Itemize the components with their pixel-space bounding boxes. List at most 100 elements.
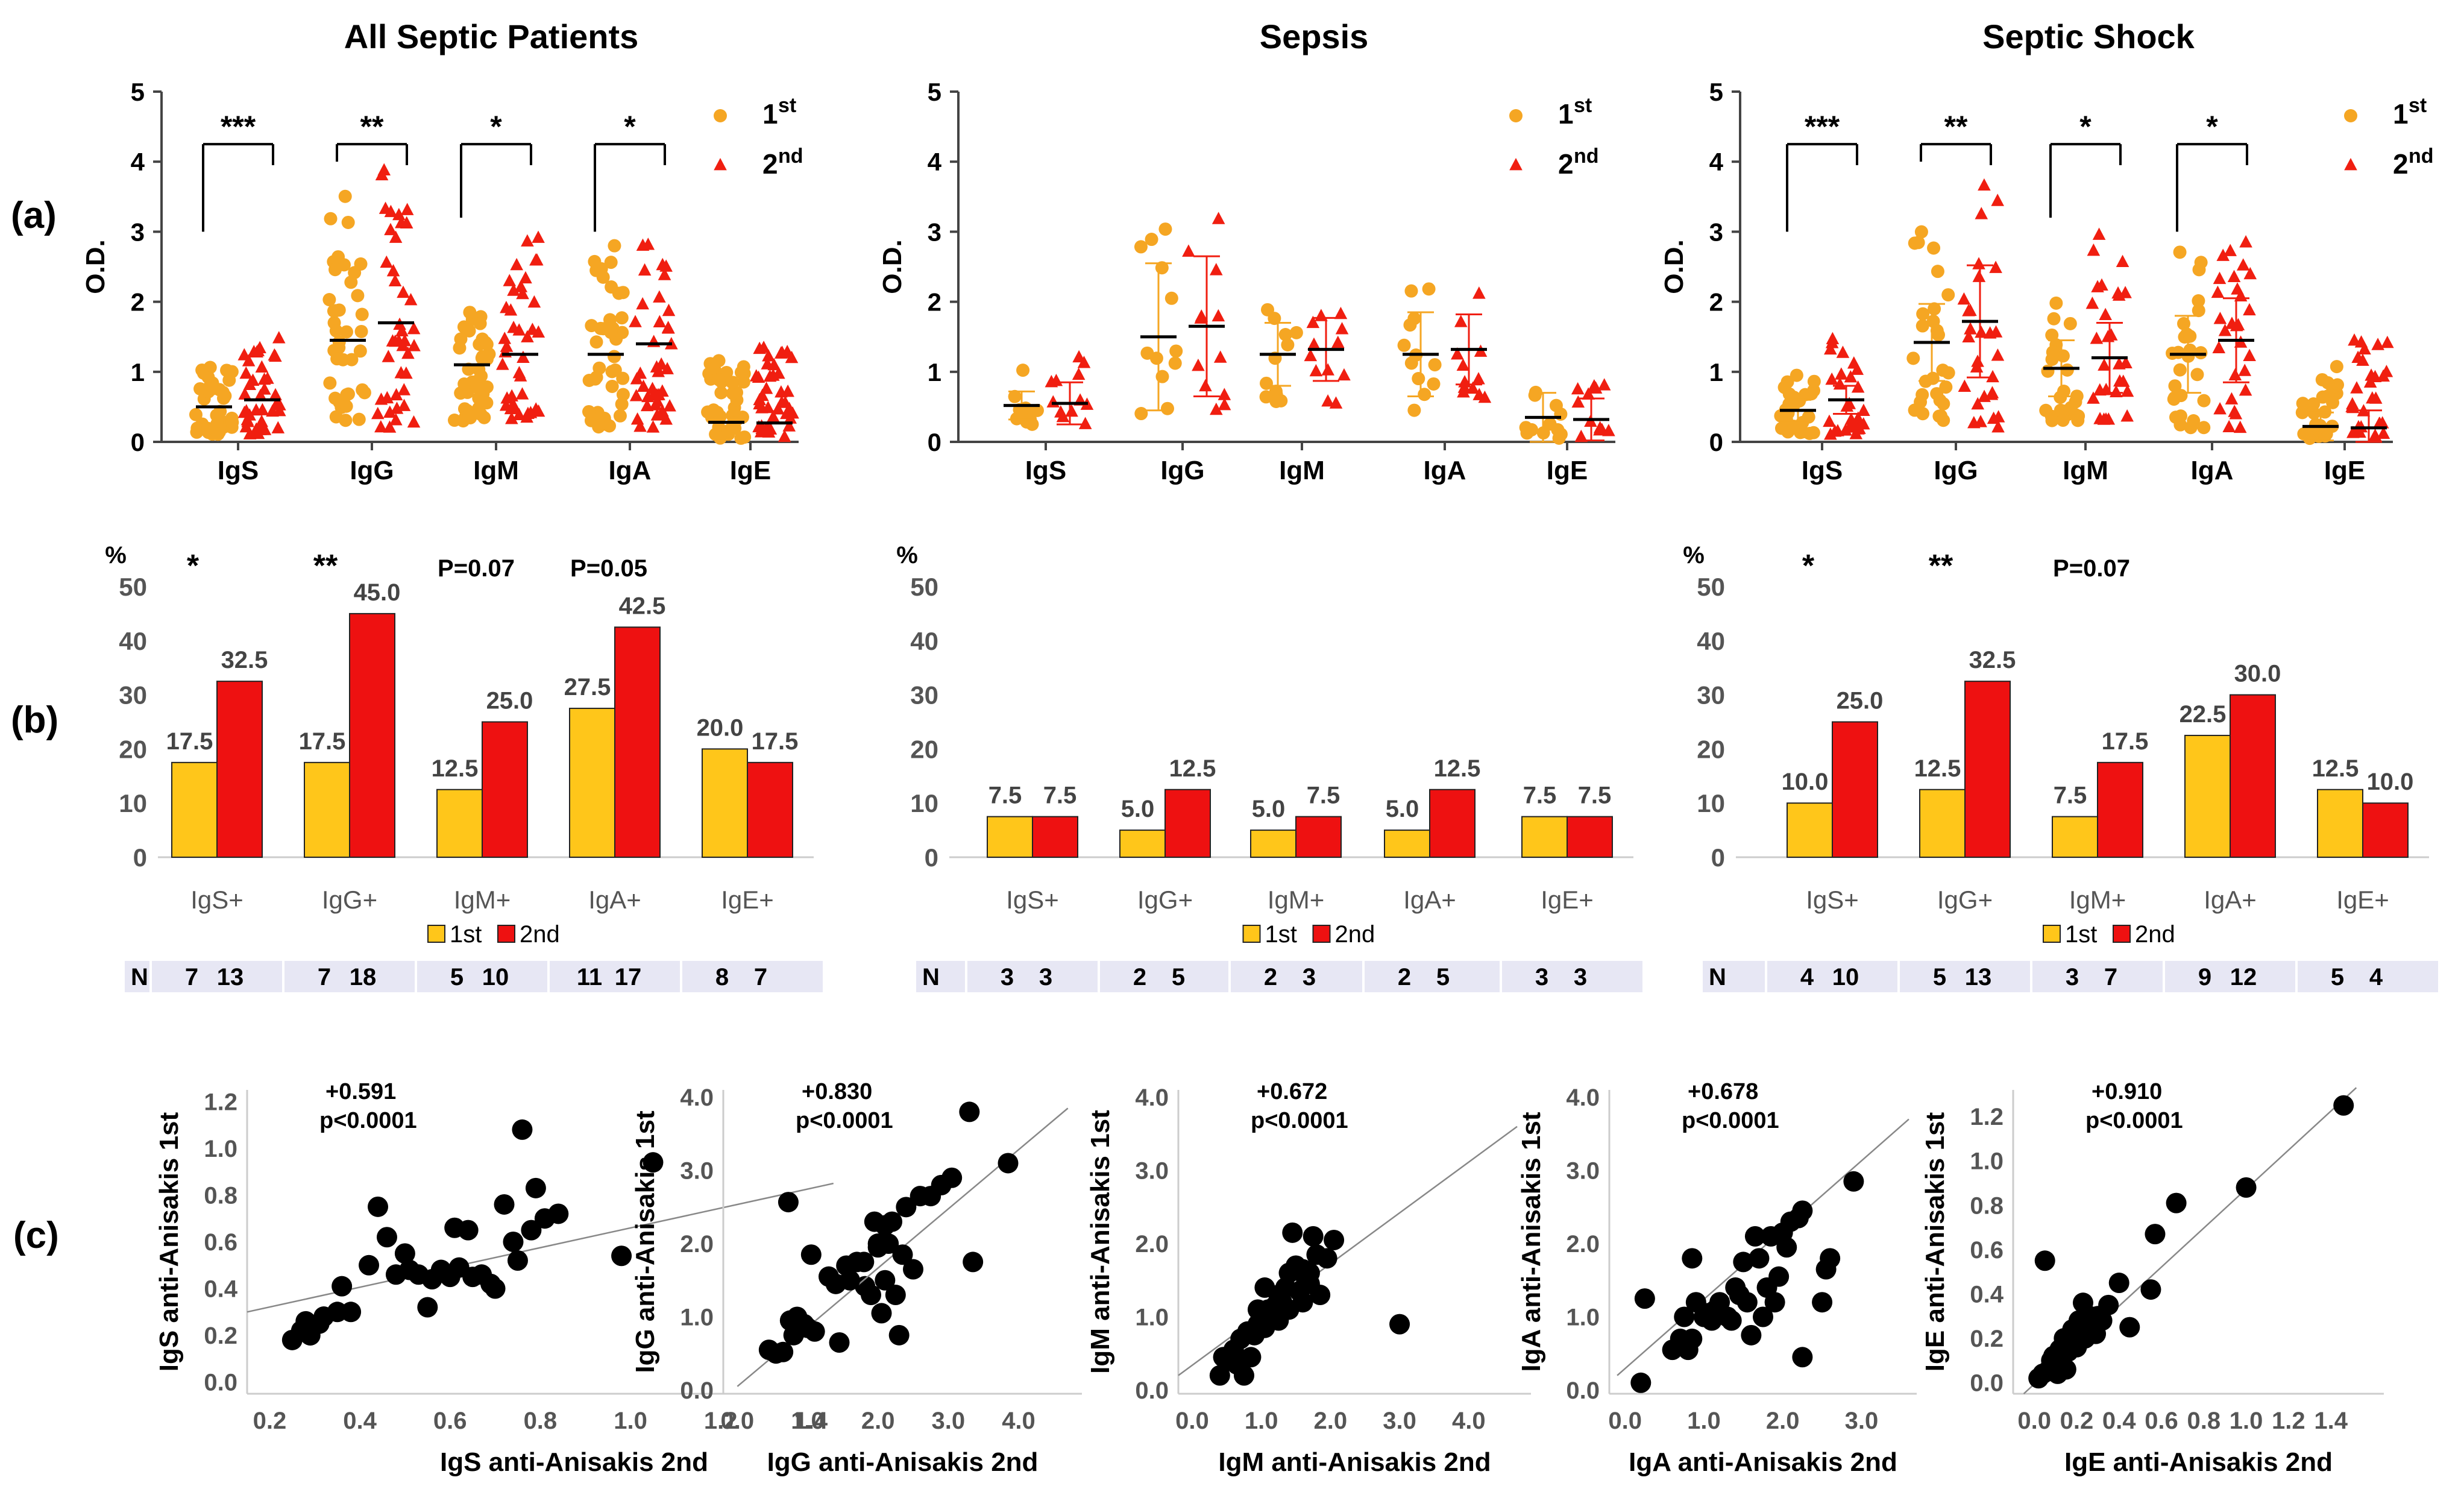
second-point bbox=[2087, 391, 2100, 404]
second-point bbox=[1456, 358, 1470, 371]
y-tick-label: 1.0 bbox=[1970, 1148, 2004, 1175]
y-tick-label: 4.0 bbox=[1135, 1084, 1169, 1111]
second-point bbox=[1991, 194, 2004, 206]
data-point bbox=[1682, 1328, 1703, 1349]
second-point bbox=[1975, 207, 1988, 219]
bar-second bbox=[1832, 721, 1878, 858]
x-axis-label: IgS anti-Anisakis 2nd bbox=[440, 1447, 708, 1477]
bar-second bbox=[2097, 761, 2143, 858]
first-point bbox=[2056, 414, 2070, 427]
data-point bbox=[1324, 1229, 1345, 1250]
bar-value-label: 5.0 bbox=[1386, 796, 1419, 822]
first-point bbox=[2326, 395, 2340, 409]
second-point bbox=[500, 300, 513, 313]
first-point bbox=[1403, 318, 1417, 332]
y-tick-label: 5 bbox=[1709, 78, 1723, 106]
second-point bbox=[521, 330, 534, 342]
n-value-first: 9 bbox=[2198, 964, 2211, 990]
first-point bbox=[480, 338, 494, 351]
first-point bbox=[2192, 294, 2205, 308]
second-point bbox=[1218, 388, 1231, 400]
first-point bbox=[1916, 388, 1929, 401]
y-tick-label: 3 bbox=[928, 218, 941, 246]
data-point bbox=[941, 1167, 963, 1188]
bar-second bbox=[349, 612, 395, 858]
data-point bbox=[773, 1341, 794, 1362]
first-point bbox=[707, 362, 721, 376]
second-point bbox=[752, 370, 765, 383]
bar-second bbox=[614, 626, 661, 858]
second-point bbox=[2101, 330, 2115, 342]
second-point bbox=[1309, 364, 1323, 377]
second-point bbox=[1321, 394, 1334, 407]
y-tick-label: 50 bbox=[910, 573, 938, 601]
x-tick-label: 4.0 bbox=[1452, 1408, 1486, 1434]
data-point bbox=[2166, 1192, 2187, 1214]
data-point bbox=[888, 1324, 910, 1346]
data-point bbox=[998, 1153, 1019, 1174]
first-point bbox=[190, 421, 204, 435]
second-point bbox=[2228, 405, 2241, 417]
x-tick-label: 3.0 bbox=[1845, 1408, 1879, 1434]
sig-stars: *** bbox=[1805, 110, 1840, 143]
second-point bbox=[515, 387, 529, 400]
y-tick-label: 50 bbox=[119, 573, 147, 601]
first-point bbox=[2321, 376, 2335, 390]
first-point bbox=[1927, 241, 1941, 255]
second-point bbox=[2233, 420, 2247, 433]
y-tick-label: 40 bbox=[1697, 627, 1725, 655]
y-tick-label: 1.2 bbox=[1970, 1104, 2004, 1130]
x-tick-label: IgM bbox=[2063, 456, 2108, 485]
n-value-second: 5 bbox=[1436, 964, 1450, 990]
second-point bbox=[2116, 254, 2129, 268]
first-point bbox=[1259, 376, 1273, 390]
second-point bbox=[2110, 385, 2123, 398]
first-point bbox=[1774, 421, 1788, 435]
bar-first bbox=[1384, 829, 1430, 858]
x-tick-label: IgM+ bbox=[454, 886, 511, 914]
x-tick-label: IgE bbox=[2324, 456, 2365, 485]
first-point bbox=[1158, 222, 1172, 236]
data-point bbox=[457, 1220, 479, 1241]
x-axis-label: IgG anti-Anisakis 2nd bbox=[767, 1447, 1039, 1477]
y-tick-label: 0 bbox=[928, 428, 941, 456]
bar-value-label: 32.5 bbox=[221, 647, 268, 673]
second-point bbox=[1209, 263, 1223, 275]
second-point bbox=[2213, 401, 2227, 415]
second-point bbox=[272, 404, 286, 417]
second-point bbox=[2236, 258, 2250, 271]
first-point bbox=[2316, 390, 2330, 404]
second-point bbox=[755, 401, 768, 414]
first-point bbox=[2056, 349, 2070, 363]
data-point bbox=[871, 1303, 892, 1324]
correlation-r: +0.830 bbox=[802, 1079, 872, 1104]
n-value-second: 7 bbox=[2104, 964, 2117, 990]
first-point bbox=[1404, 356, 1418, 370]
legend-first-sup: st bbox=[1574, 94, 1592, 117]
second-point bbox=[1857, 403, 1870, 417]
second-point bbox=[775, 385, 788, 398]
first-point bbox=[355, 307, 369, 321]
second-point bbox=[1823, 414, 1836, 427]
y-tick-label: 3.0 bbox=[680, 1158, 714, 1185]
legend-first-label: 1 bbox=[762, 98, 778, 130]
y-tick-label: 1.0 bbox=[204, 1136, 237, 1162]
x-tick-label: IgE bbox=[1547, 456, 1588, 485]
first-point bbox=[354, 324, 368, 338]
x-tick-label: 1.2 bbox=[2272, 1408, 2305, 1434]
second-point bbox=[2231, 282, 2244, 295]
second-point bbox=[384, 204, 398, 218]
x-tick-label: IgA+ bbox=[1403, 886, 1456, 914]
bar-first bbox=[2317, 789, 2363, 858]
x-tick-label: 0.6 bbox=[2145, 1408, 2178, 1434]
second-point bbox=[2087, 243, 2101, 256]
bar-value-label: 17.5 bbox=[299, 728, 346, 755]
second-point bbox=[529, 253, 542, 266]
first-point bbox=[2173, 363, 2187, 377]
bar-first bbox=[1521, 816, 1568, 858]
bar-value-label: 7.5 bbox=[1043, 782, 1077, 809]
first-point bbox=[713, 431, 727, 445]
second-point bbox=[1835, 367, 1848, 380]
data-point bbox=[1299, 1262, 1320, 1283]
n-value-second: 7 bbox=[754, 964, 767, 990]
